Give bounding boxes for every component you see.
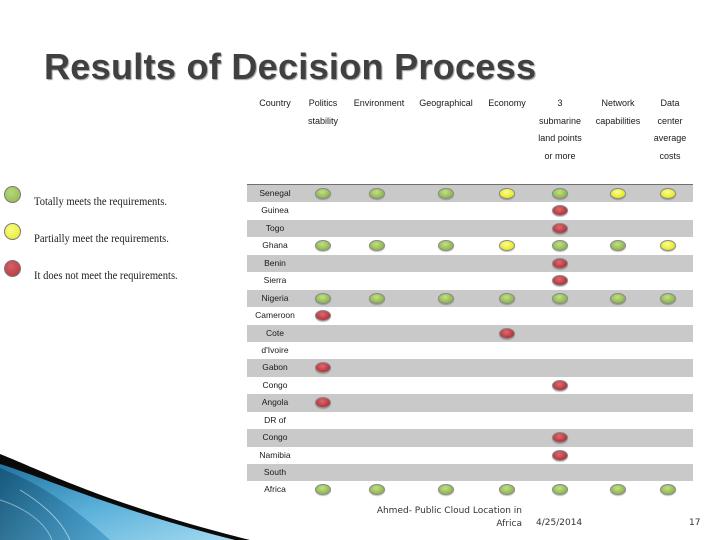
country-cell: Cameroon bbox=[255, 310, 295, 321]
table-row: Cameroon bbox=[247, 307, 693, 324]
country-cell: Namibia bbox=[259, 449, 291, 460]
legend-label: Partially meet the requirements. bbox=[34, 231, 169, 245]
country-cell: DR of bbox=[264, 414, 286, 425]
table-row: South bbox=[247, 464, 693, 482]
table-row: Nigeria bbox=[247, 289, 693, 308]
red-status-icon bbox=[552, 379, 568, 391]
country-cell: d'Ivoire bbox=[261, 344, 289, 355]
green-status-icon bbox=[438, 484, 454, 496]
page-number: 17 bbox=[689, 518, 701, 528]
column-header-datacenter: Data center average costs bbox=[653, 98, 687, 161]
column-header-network: Network capabilities bbox=[595, 98, 641, 126]
country-cell: South bbox=[263, 467, 287, 477]
green-status-icon bbox=[552, 292, 568, 304]
table-row: Guinea bbox=[247, 202, 693, 219]
green-status-icon bbox=[438, 240, 454, 252]
table-row: Togo bbox=[247, 219, 693, 238]
table-row: DR of bbox=[247, 412, 693, 429]
decision-table: Country Politics stability Environment G… bbox=[247, 92, 693, 496]
green-status-icon bbox=[610, 240, 626, 252]
table-row: Ghana bbox=[247, 237, 693, 254]
green-status-icon bbox=[499, 292, 515, 304]
red-circle-icon bbox=[4, 260, 21, 277]
decorative-swoosh bbox=[0, 454, 250, 540]
green-status-icon bbox=[369, 292, 385, 304]
column-header-country: Country bbox=[259, 98, 291, 108]
column-header-politics: Politics stability bbox=[307, 98, 338, 126]
red-status-icon bbox=[552, 275, 568, 287]
country-cell: Guinea bbox=[261, 205, 289, 216]
green-status-icon bbox=[552, 240, 568, 252]
country-cell: Congo bbox=[262, 432, 288, 443]
green-status-icon bbox=[660, 292, 676, 304]
slide-title: Results of Decision Process bbox=[44, 46, 537, 87]
red-status-icon bbox=[552, 205, 568, 217]
yellow-status-icon bbox=[499, 188, 515, 199]
table-row: Gabon bbox=[247, 359, 693, 377]
table-row: Africa bbox=[247, 481, 693, 498]
red-status-icon bbox=[552, 432, 568, 444]
country-cell: Ghana bbox=[262, 240, 288, 251]
legend-label: It does not meet the requirements. bbox=[34, 268, 178, 282]
green-status-icon bbox=[315, 292, 331, 304]
green-status-icon bbox=[499, 484, 515, 496]
red-status-icon bbox=[552, 257, 568, 269]
table-row: Cote bbox=[247, 324, 693, 342]
green-status-icon bbox=[315, 484, 331, 496]
table-row: Benin bbox=[247, 254, 693, 273]
red-status-icon bbox=[552, 222, 568, 234]
red-status-icon bbox=[315, 397, 331, 409]
table-row: Senegal bbox=[247, 185, 693, 203]
green-status-icon bbox=[369, 188, 385, 199]
green-status-icon bbox=[610, 484, 626, 496]
footer-text: Ahmed- Public Cloud Location in Africa bbox=[376, 506, 522, 529]
country-cell: Benin bbox=[264, 257, 286, 268]
green-circle-icon bbox=[4, 186, 21, 203]
country-cell: Congo bbox=[262, 379, 288, 390]
table-row: Namibia bbox=[247, 447, 693, 464]
country-cell: Africa bbox=[264, 484, 286, 495]
country-cell: Sierra bbox=[263, 275, 287, 286]
yellow-status-icon bbox=[660, 188, 676, 199]
green-status-icon bbox=[315, 188, 331, 199]
table-header: Country Politics stability Environment G… bbox=[247, 92, 693, 184]
column-header-environment: Environment bbox=[353, 98, 405, 108]
green-status-icon bbox=[369, 484, 385, 496]
red-status-icon bbox=[315, 362, 331, 374]
green-status-icon bbox=[552, 188, 568, 199]
green-status-icon bbox=[552, 484, 568, 496]
country-cell: Togo bbox=[265, 222, 285, 233]
legend-label: Totally meets the requirements. bbox=[34, 194, 167, 208]
green-status-icon bbox=[369, 240, 385, 252]
column-header-geographical: Geographical bbox=[419, 98, 473, 108]
country-cell: Angola bbox=[261, 397, 289, 408]
country-cell: Cote bbox=[266, 327, 284, 338]
table-body: Senegal Guinea Togo Ghana Benin Sierra Nigeria… bbox=[247, 184, 693, 499]
country-cell: Gabon bbox=[262, 362, 288, 373]
red-status-icon bbox=[499, 327, 515, 339]
green-status-icon bbox=[438, 188, 454, 199]
yellow-status-icon bbox=[660, 240, 676, 252]
green-status-icon bbox=[660, 484, 676, 496]
table-row: d'Ivoire bbox=[247, 342, 693, 359]
red-status-icon bbox=[315, 310, 331, 322]
table-row: Sierra bbox=[247, 272, 693, 289]
green-status-icon bbox=[610, 292, 626, 304]
country-cell: Senegal bbox=[259, 188, 291, 198]
yellow-circle-icon bbox=[4, 223, 21, 240]
table-row: Congo bbox=[247, 429, 693, 447]
table-row: Congo bbox=[247, 377, 693, 394]
yellow-status-icon bbox=[610, 188, 626, 199]
green-status-icon bbox=[315, 240, 331, 252]
footer-date: 4/25/2014 bbox=[536, 518, 583, 528]
yellow-status-icon bbox=[499, 240, 515, 252]
table-row: Angola bbox=[247, 394, 693, 412]
column-header-submarine: 3 submarine land points or more bbox=[538, 98, 582, 161]
green-status-icon bbox=[438, 292, 454, 304]
column-header-economy: Economy bbox=[488, 98, 526, 108]
red-status-icon bbox=[552, 449, 568, 461]
country-cell: Nigeria bbox=[261, 292, 289, 303]
